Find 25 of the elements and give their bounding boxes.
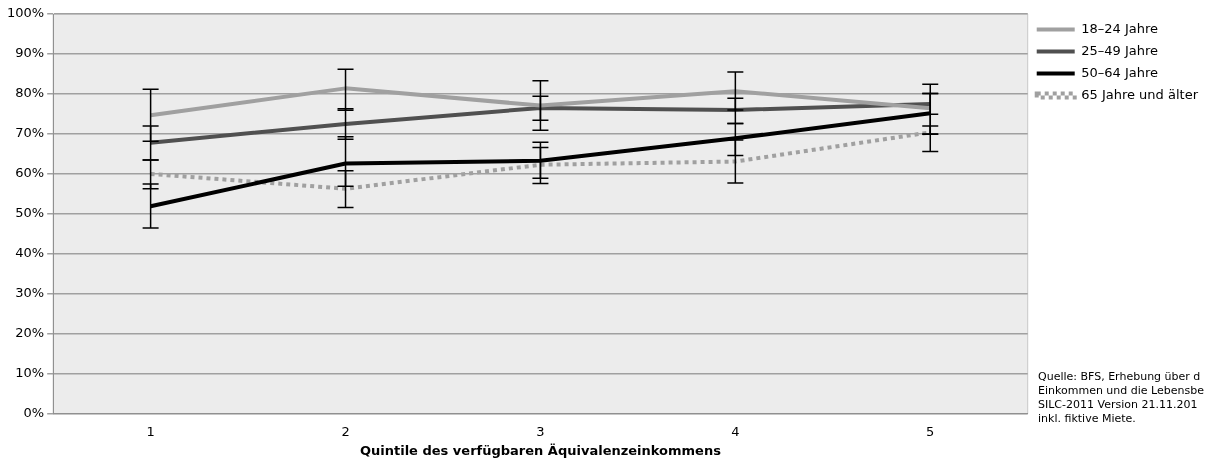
y-tick-label: 80% <box>15 85 45 101</box>
y-tick-label: 100% <box>6 5 45 21</box>
legend-label: 18–24 Jahre <box>1081 20 1159 36</box>
y-tick-label: 40% <box>15 245 45 261</box>
legend-label: 65 Jahre und älter <box>1081 86 1199 102</box>
text: inkl. fiktive Miete. <box>1038 411 1136 425</box>
x-tick-label: 4 <box>731 423 740 439</box>
x-tick-label: 1 <box>146 423 155 439</box>
y-tick-label: 60% <box>15 165 45 181</box>
text: Einkommen und die Lebensbe <box>1038 383 1205 397</box>
y-tick-label: 90% <box>15 45 45 61</box>
y-tick-label: 30% <box>15 285 45 301</box>
x-tick-label: 3 <box>536 423 545 439</box>
y-tick-label: 10% <box>15 365 45 381</box>
x-tick-label: 2 <box>341 423 350 439</box>
y-tick-label: 50% <box>15 205 45 221</box>
y-tick-label: 20% <box>15 325 45 341</box>
legend-label: 25–49 Jahre <box>1081 42 1159 58</box>
text: SILC-2011 Version 21.11.201 <box>1038 397 1198 411</box>
legend-label: 50–64 Jahre <box>1081 64 1159 80</box>
source-note: Quelle: BFS, Erhebung über d <box>1038 369 1201 383</box>
y-tick-label: 0% <box>23 405 45 421</box>
x-axis-title: Quintile des verfügbaren Äquivalenzeinkommens <box>359 442 722 458</box>
x-tick-label: 5 <box>926 423 935 439</box>
y-tick-label: 70% <box>15 125 45 141</box>
